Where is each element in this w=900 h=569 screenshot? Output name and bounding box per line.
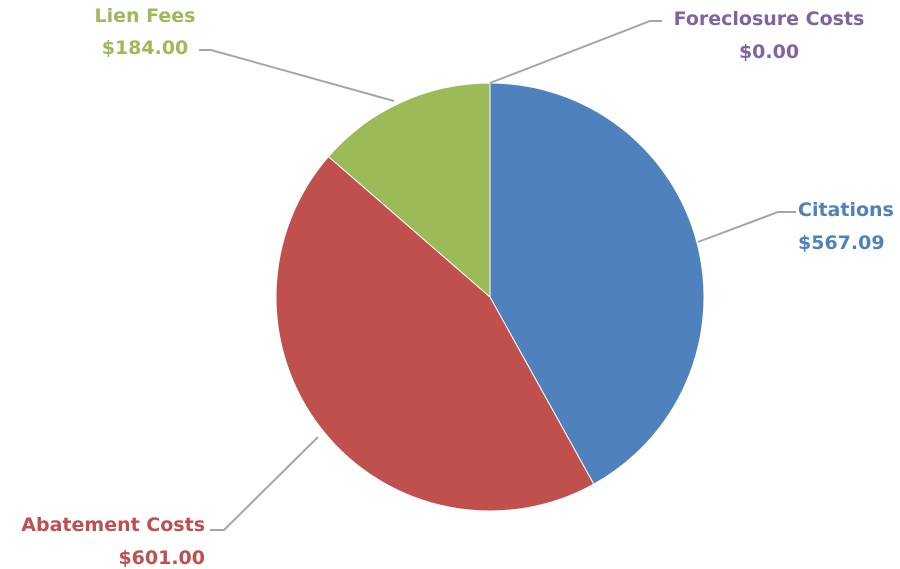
pie-slice-lien-fees [327, 82, 491, 299]
pie-slice-abatement-costs [275, 155, 595, 512]
pie-slice-citations [489, 82, 705, 485]
leader-line-lien-fees [199, 49, 395, 102]
slice-label-lien-fees: Lien Fees [95, 5, 196, 27]
leader-lines [199, 20, 796, 531]
slice-label-abatement-costs: Abatement Costs [21, 514, 205, 536]
leader-line-foreclosure-costs [489, 20, 662, 84]
data-labels: Citations $567.09 Abatement Costs $601.00 Li… [21, 5, 894, 569]
slice-label-citations: Citations [798, 199, 894, 221]
slice-value-citations: $567.09 [798, 232, 885, 254]
leader-line-citations [697, 211, 796, 243]
leader-line-abatement-costs [210, 436, 319, 531]
slice-value-abatement-costs: $601.00 [118, 547, 205, 569]
slice-value-lien-fees: $184.00 [102, 37, 189, 59]
pie-slices [275, 82, 705, 512]
slice-value-foreclosure-costs: $0.00 [739, 41, 799, 63]
slice-label-foreclosure-costs: Foreclosure Costs [674, 8, 865, 30]
